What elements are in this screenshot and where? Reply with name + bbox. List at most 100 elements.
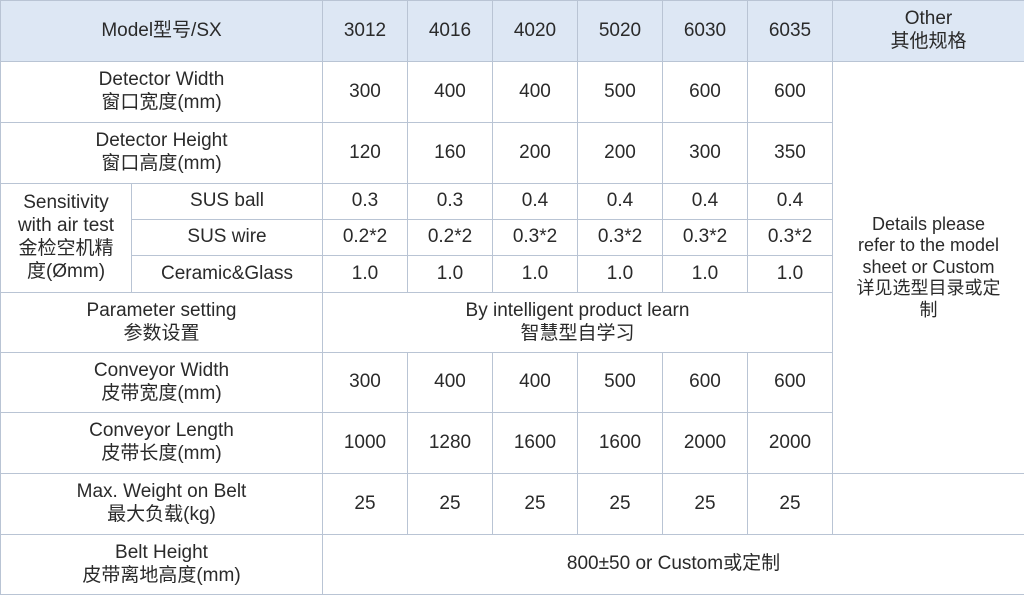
cell-value: 0.3*2 [578,220,663,256]
model-6035: 6035 [748,1,833,62]
other-note-line: sheet or Custom [835,257,1022,279]
cell-value: 300 [663,123,748,184]
cell-value: 1000 [323,413,408,474]
model-5020: 5020 [578,1,663,62]
sus-wire-label: SUS wire [132,220,323,256]
row-label-cn: 参数设置 [3,323,320,346]
cell-value: 160 [408,123,493,184]
cell-value: 2000 [748,413,833,474]
other-note-line: refer to the model [835,235,1022,257]
row-label-en: Max. Weight on Belt [3,481,320,504]
row-label-en: Conveyor Length [3,420,320,443]
model-6030: 6030 [663,1,748,62]
cell-value: 0.3*2 [493,220,578,256]
other-note-line: 制 [835,300,1022,322]
row-label: Detector Height 窗口高度(mm) [1,123,323,184]
cell-value: 2000 [663,413,748,474]
row-label-cn: 皮带离地高度(mm) [3,565,320,588]
cell-value: 300 [323,353,408,413]
row-label-cn: 窗口宽度(mm) [3,92,320,115]
row-label-cn: 皮带宽度(mm) [3,383,320,406]
model-4020: 4020 [493,1,578,62]
row-label: Parameter setting 参数设置 [1,293,323,353]
model-header: Model型号/SX [1,1,323,62]
cell-value: 0.3 [408,184,493,220]
row-label: Detector Width 窗口宽度(mm) [1,62,323,123]
cell-value: 1.0 [748,256,833,293]
ceramic-glass-label: Ceramic&Glass [132,256,323,293]
cell-value: 600 [748,353,833,413]
cell-value: 200 [493,123,578,184]
row-label: Max. Weight on Belt 最大负载(kg) [1,474,323,535]
cell-value: 1.0 [408,256,493,293]
sensitivity-label-line: Sensitivity [3,192,129,215]
sensitivity-label-line: 度(Ømm) [3,261,129,284]
sensitivity-label: Sensitivity with air test 金检空机精 度(Ømm) [1,184,132,293]
cell-value: 25 [748,474,833,535]
row-label-en: Belt Height [3,542,320,565]
parameter-value-en: By intelligent product learn [325,300,830,323]
other-note-line: 详见选型目录或定 [835,278,1022,300]
cell-value: 1280 [408,413,493,474]
model-3012: 3012 [323,1,408,62]
cell-value: 0.4 [748,184,833,220]
cell-value: 600 [748,62,833,123]
cell-value: 500 [578,353,663,413]
table-row: Max. Weight on Belt 最大负载(kg) 25 25 25 25… [1,474,1024,535]
cell-value: 500 [578,62,663,123]
cell-value: 25 [578,474,663,535]
cell-value: 1600 [493,413,578,474]
row-label-en: Detector Height [3,130,320,153]
table-row: Detector Width 窗口宽度(mm) 300 400 400 500 … [1,62,1024,123]
cell-value: 0.3 [323,184,408,220]
header-row: Model型号/SX 3012 4016 4020 5020 6030 6035… [1,1,1024,62]
other-note: Details please refer to the model sheet … [833,62,1024,474]
cell-value: 0.2*2 [323,220,408,256]
cell-value: 600 [663,62,748,123]
cell-value: 1.0 [578,256,663,293]
cell-value: 400 [408,353,493,413]
belt-height-value: 800±50 or Custom或定制 [323,535,1024,595]
cell-value: 25 [408,474,493,535]
parameter-value-cn: 智慧型自学习 [325,323,830,346]
other-note-line: Details please [835,214,1022,236]
row-label-cn: 皮带长度(mm) [3,443,320,466]
cell-value: 25 [323,474,408,535]
cell-value: 0.2*2 [408,220,493,256]
other-header: Other 其他规格 [833,1,1024,62]
cell-value: 0.3*2 [663,220,748,256]
cell-value: 0.4 [578,184,663,220]
cell-value: 350 [748,123,833,184]
cell-value: 600 [663,353,748,413]
cell-value: 200 [578,123,663,184]
cell-value: 25 [493,474,578,535]
cell-value: 25 [663,474,748,535]
model-4016: 4016 [408,1,493,62]
row-label-en: Conveyor Width [3,360,320,383]
cell-value: 0.4 [493,184,578,220]
table-row: Belt Height 皮带离地高度(mm) 800±50 or Custom或… [1,535,1024,595]
cell-value: 400 [408,62,493,123]
cell-value: 1.0 [663,256,748,293]
row-label-en: Parameter setting [3,300,320,323]
cell-value: 1.0 [323,256,408,293]
sus-ball-label: SUS ball [132,184,323,220]
row-label: Conveyor Width 皮带宽度(mm) [1,353,323,413]
cell-value: 1.0 [493,256,578,293]
sensitivity-label-line: with air test [3,215,129,238]
row-label-en: Detector Width [3,69,320,92]
row-label-cn: 最大负载(kg) [3,504,320,527]
sensitivity-label-line: 金检空机精 [3,238,129,261]
cell-value: 400 [493,62,578,123]
row-label: Conveyor Length 皮带长度(mm) [1,413,323,474]
row-label-cn: 窗口高度(mm) [3,153,320,176]
cell-value: 0.4 [663,184,748,220]
parameter-value: By intelligent product learn 智慧型自学习 [323,293,833,353]
cell-value: 1600 [578,413,663,474]
other-header-cn: 其他规格 [835,31,1022,54]
row-label: Belt Height 皮带离地高度(mm) [1,535,323,595]
other-header-en: Other [835,8,1022,31]
cell-value: 300 [323,62,408,123]
cell-value: 400 [493,353,578,413]
